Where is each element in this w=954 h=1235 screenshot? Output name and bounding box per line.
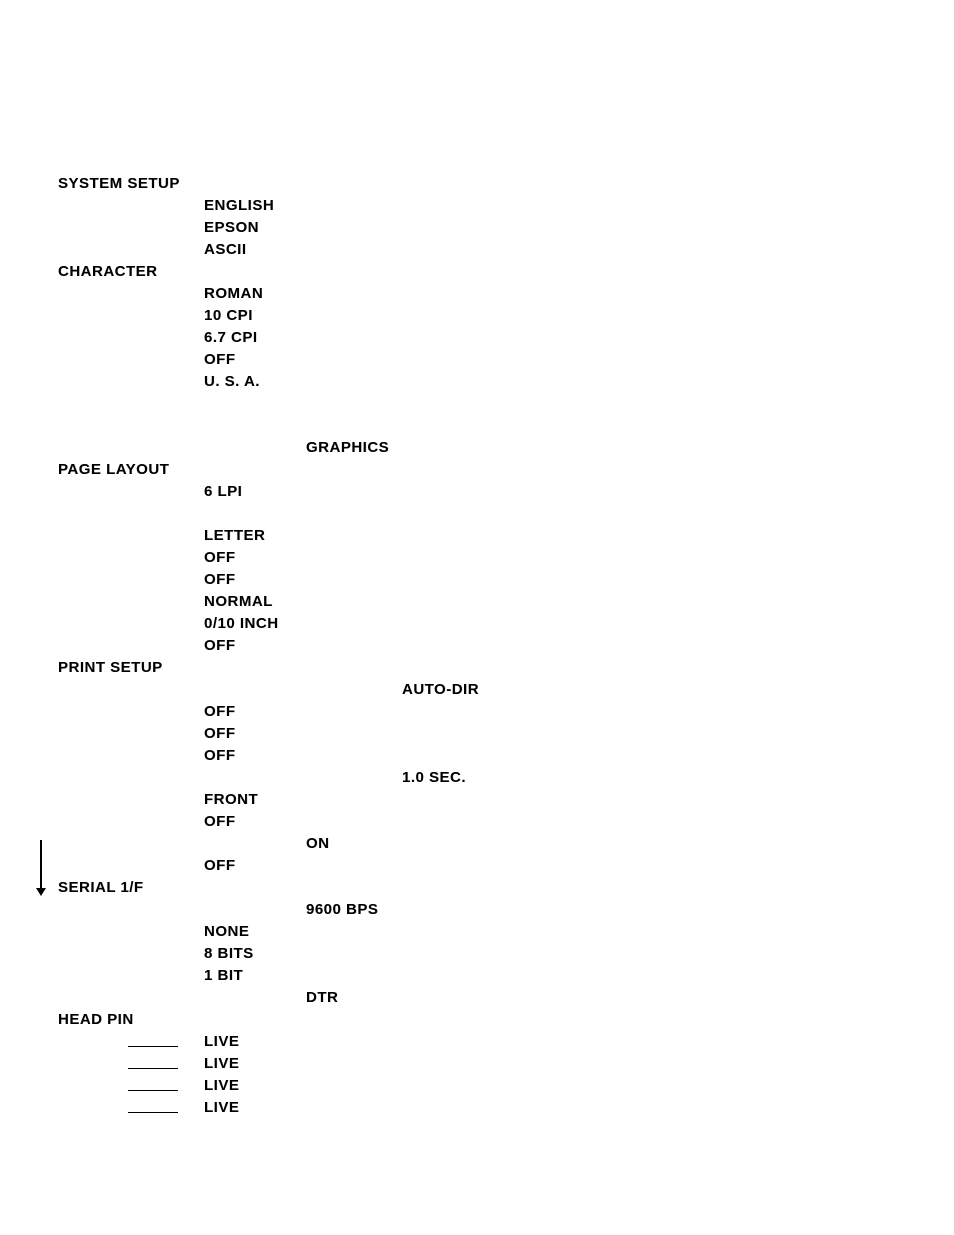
value-ps-off1: OFF <box>204 703 236 720</box>
value-10cpi: 10 CPI <box>204 307 253 324</box>
print-setup-header: PRINT SETUP <box>58 659 163 676</box>
value-67cpi: 6.7 CPI <box>204 329 258 346</box>
value-bps: 9600 BPS <box>306 901 378 918</box>
value-live-3: LIVE <box>204 1077 239 1094</box>
value-normal: NORMAL <box>204 593 273 610</box>
pin-line <box>128 1068 178 1069</box>
head-pin-row: LIVE <box>58 1099 896 1121</box>
serial-header: SERIAL 1/F <box>58 879 144 896</box>
value-1bit: 1 BIT <box>204 967 243 984</box>
value-6lpi: 6 LPI <box>204 483 242 500</box>
value-ps-off4: OFF <box>204 813 236 830</box>
value-letter: LETTER <box>204 527 265 544</box>
head-pin-row: LIVE <box>58 1055 896 1077</box>
printer-setup-document: SYSTEM SETUP ENGLISH EPSON ASCII CHARACT… <box>58 175 896 1121</box>
value-8bits: 8 BITS <box>204 945 254 962</box>
value-on: ON <box>306 835 330 852</box>
value-pl-off2: OFF <box>204 571 236 588</box>
value-autodir: AUTO-DIR <box>402 681 479 698</box>
value-dtr: DTR <box>306 989 338 1006</box>
value-none: NONE <box>204 923 249 940</box>
head-pin-row: LIVE <box>58 1033 896 1055</box>
pin-line <box>128 1112 178 1113</box>
page-layout-header: PAGE LAYOUT <box>58 461 169 478</box>
value-ps-off3: OFF <box>204 747 236 764</box>
value-live-4: LIVE <box>204 1099 239 1116</box>
value-graphics: GRAPHICS <box>306 439 389 456</box>
value-ascii: ASCII <box>204 241 247 258</box>
value-sec: 1.0 SEC. <box>402 769 466 786</box>
value-margin: 0/10 INCH <box>204 615 279 632</box>
value-epson: EPSON <box>204 219 259 236</box>
head-pin-row: LIVE <box>58 1077 896 1099</box>
value-english: ENGLISH <box>204 197 274 214</box>
pin-line <box>128 1046 178 1047</box>
value-pl-off3: OFF <box>204 637 236 654</box>
arrow-down-icon <box>36 840 46 900</box>
value-ps-off2: OFF <box>204 725 236 742</box>
value-pl-off1: OFF <box>204 549 236 566</box>
value-char-off: OFF <box>204 351 236 368</box>
value-roman: ROMAN <box>204 285 263 302</box>
value-ps-off5: OFF <box>204 857 236 874</box>
character-header: CHARACTER <box>58 263 158 280</box>
value-front: FRONT <box>204 791 258 808</box>
value-live-1: LIVE <box>204 1033 239 1050</box>
head-pin-header: HEAD PIN <box>58 1011 134 1028</box>
pin-line <box>128 1090 178 1091</box>
system-setup-header: SYSTEM SETUP <box>58 175 180 192</box>
value-usa: U. S. A. <box>204 373 260 390</box>
value-live-2: LIVE <box>204 1055 239 1072</box>
